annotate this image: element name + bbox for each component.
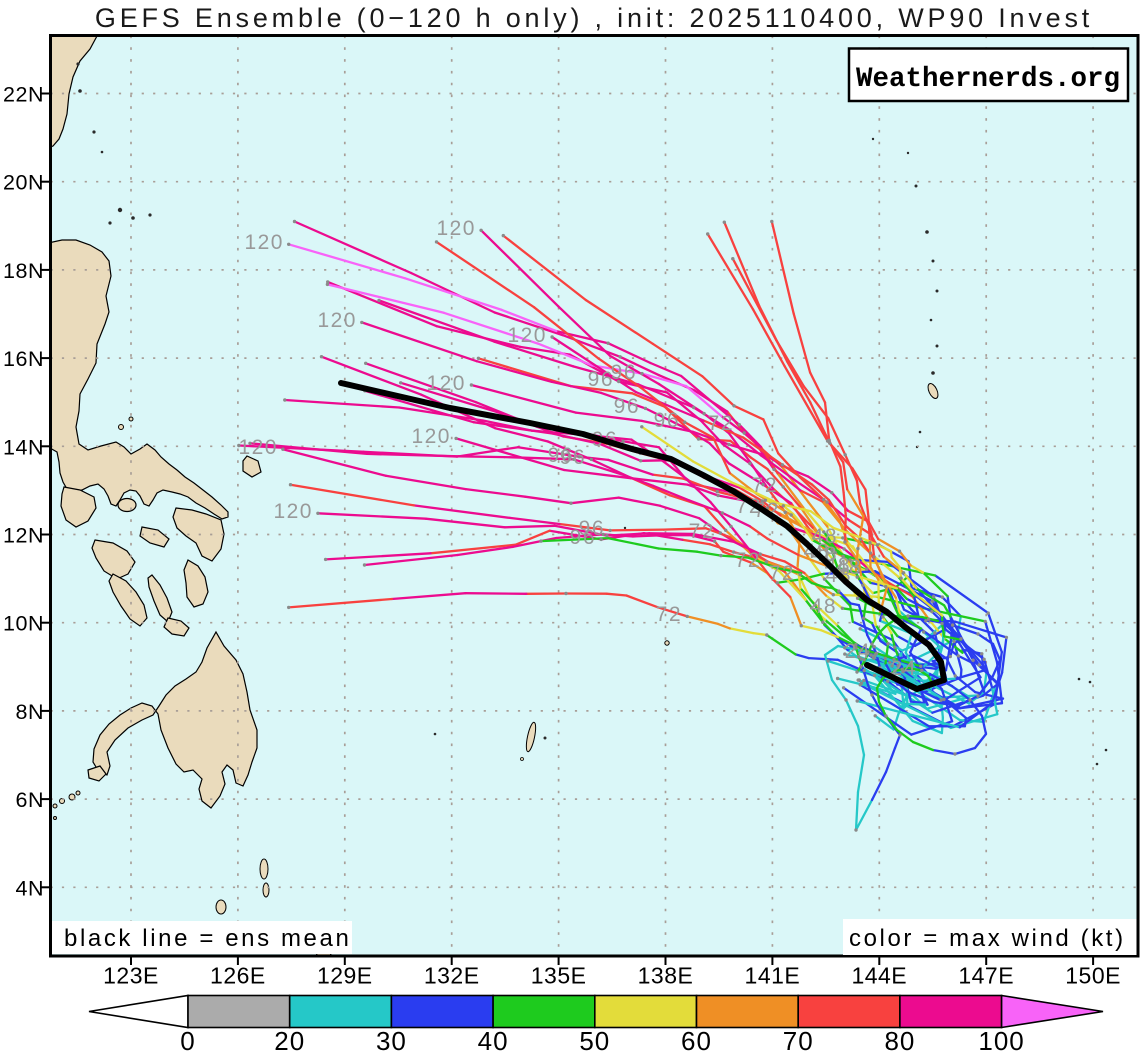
svg-text:144E: 144E <box>851 963 907 989</box>
svg-text:120: 120 <box>436 217 476 240</box>
svg-text:GEFS Ensemble (0−120 h only) ,: GEFS Ensemble (0−120 h only) , init: 202… <box>95 3 1093 33</box>
svg-text:120: 120 <box>238 436 278 459</box>
svg-text:24: 24 <box>891 657 917 680</box>
svg-text:4N: 4N <box>16 876 44 900</box>
svg-text:color = max wind (kt): color = max wind (kt) <box>849 925 1126 952</box>
svg-text:48: 48 <box>811 595 837 618</box>
svg-text:72: 72 <box>735 549 761 572</box>
svg-text:120: 120 <box>426 372 466 395</box>
svg-text:120: 120 <box>244 231 284 254</box>
svg-text:123E: 123E <box>103 963 159 989</box>
svg-text:150E: 150E <box>1065 963 1121 989</box>
svg-text:132E: 132E <box>424 963 480 989</box>
svg-text:0: 0 <box>180 1026 195 1054</box>
svg-text:96: 96 <box>570 526 596 549</box>
svg-text:70: 70 <box>783 1026 814 1054</box>
svg-text:72: 72 <box>708 412 734 435</box>
svg-text:30: 30 <box>376 1026 407 1054</box>
svg-text:72: 72 <box>656 603 682 626</box>
svg-text:147E: 147E <box>958 963 1014 989</box>
svg-text:16N: 16N <box>3 347 44 371</box>
svg-text:138E: 138E <box>638 963 694 989</box>
svg-text:120: 120 <box>411 425 451 448</box>
svg-text:129E: 129E <box>317 963 373 989</box>
svg-text:135E: 135E <box>531 963 587 989</box>
svg-text:96: 96 <box>560 446 586 469</box>
svg-text:50: 50 <box>579 1026 610 1054</box>
svg-text:40: 40 <box>478 1026 509 1054</box>
svg-text:80: 80 <box>884 1026 915 1054</box>
svg-text:6N: 6N <box>16 788 44 812</box>
svg-text:10N: 10N <box>3 612 44 636</box>
svg-text:120: 120 <box>507 324 547 347</box>
svg-text:96: 96 <box>654 409 680 432</box>
svg-text:Weathernerds.org: Weathernerds.org <box>856 64 1120 95</box>
svg-text:72: 72 <box>769 562 795 585</box>
svg-text:48: 48 <box>836 556 862 579</box>
svg-text:20N: 20N <box>3 171 44 195</box>
svg-text:20: 20 <box>274 1026 305 1054</box>
svg-text:96: 96 <box>548 444 574 467</box>
svg-text:72: 72 <box>752 474 778 497</box>
svg-text:14N: 14N <box>3 435 44 459</box>
svg-text:48: 48 <box>812 543 838 566</box>
svg-text:8N: 8N <box>16 700 44 724</box>
svg-text:126E: 126E <box>210 963 266 989</box>
svg-text:120: 120 <box>317 309 357 332</box>
svg-text:141E: 141E <box>745 963 801 989</box>
svg-text:96: 96 <box>611 361 637 384</box>
svg-text:72: 72 <box>736 495 762 518</box>
svg-text:96: 96 <box>579 517 605 540</box>
svg-text:18N: 18N <box>3 259 44 283</box>
svg-text:24: 24 <box>845 640 871 663</box>
svg-text:96: 96 <box>588 368 614 391</box>
svg-text:12N: 12N <box>3 524 44 548</box>
svg-text:48: 48 <box>825 554 851 577</box>
svg-text:120: 120 <box>273 500 313 523</box>
svg-text:72: 72 <box>689 520 715 543</box>
svg-text:black line = ens mean: black line = ens mean <box>64 925 351 952</box>
svg-text:60: 60 <box>681 1026 712 1054</box>
svg-text:22N: 22N <box>3 83 44 107</box>
svg-text:96: 96 <box>614 395 640 418</box>
svg-text:100: 100 <box>978 1026 1024 1054</box>
svg-text:48: 48 <box>812 525 838 548</box>
